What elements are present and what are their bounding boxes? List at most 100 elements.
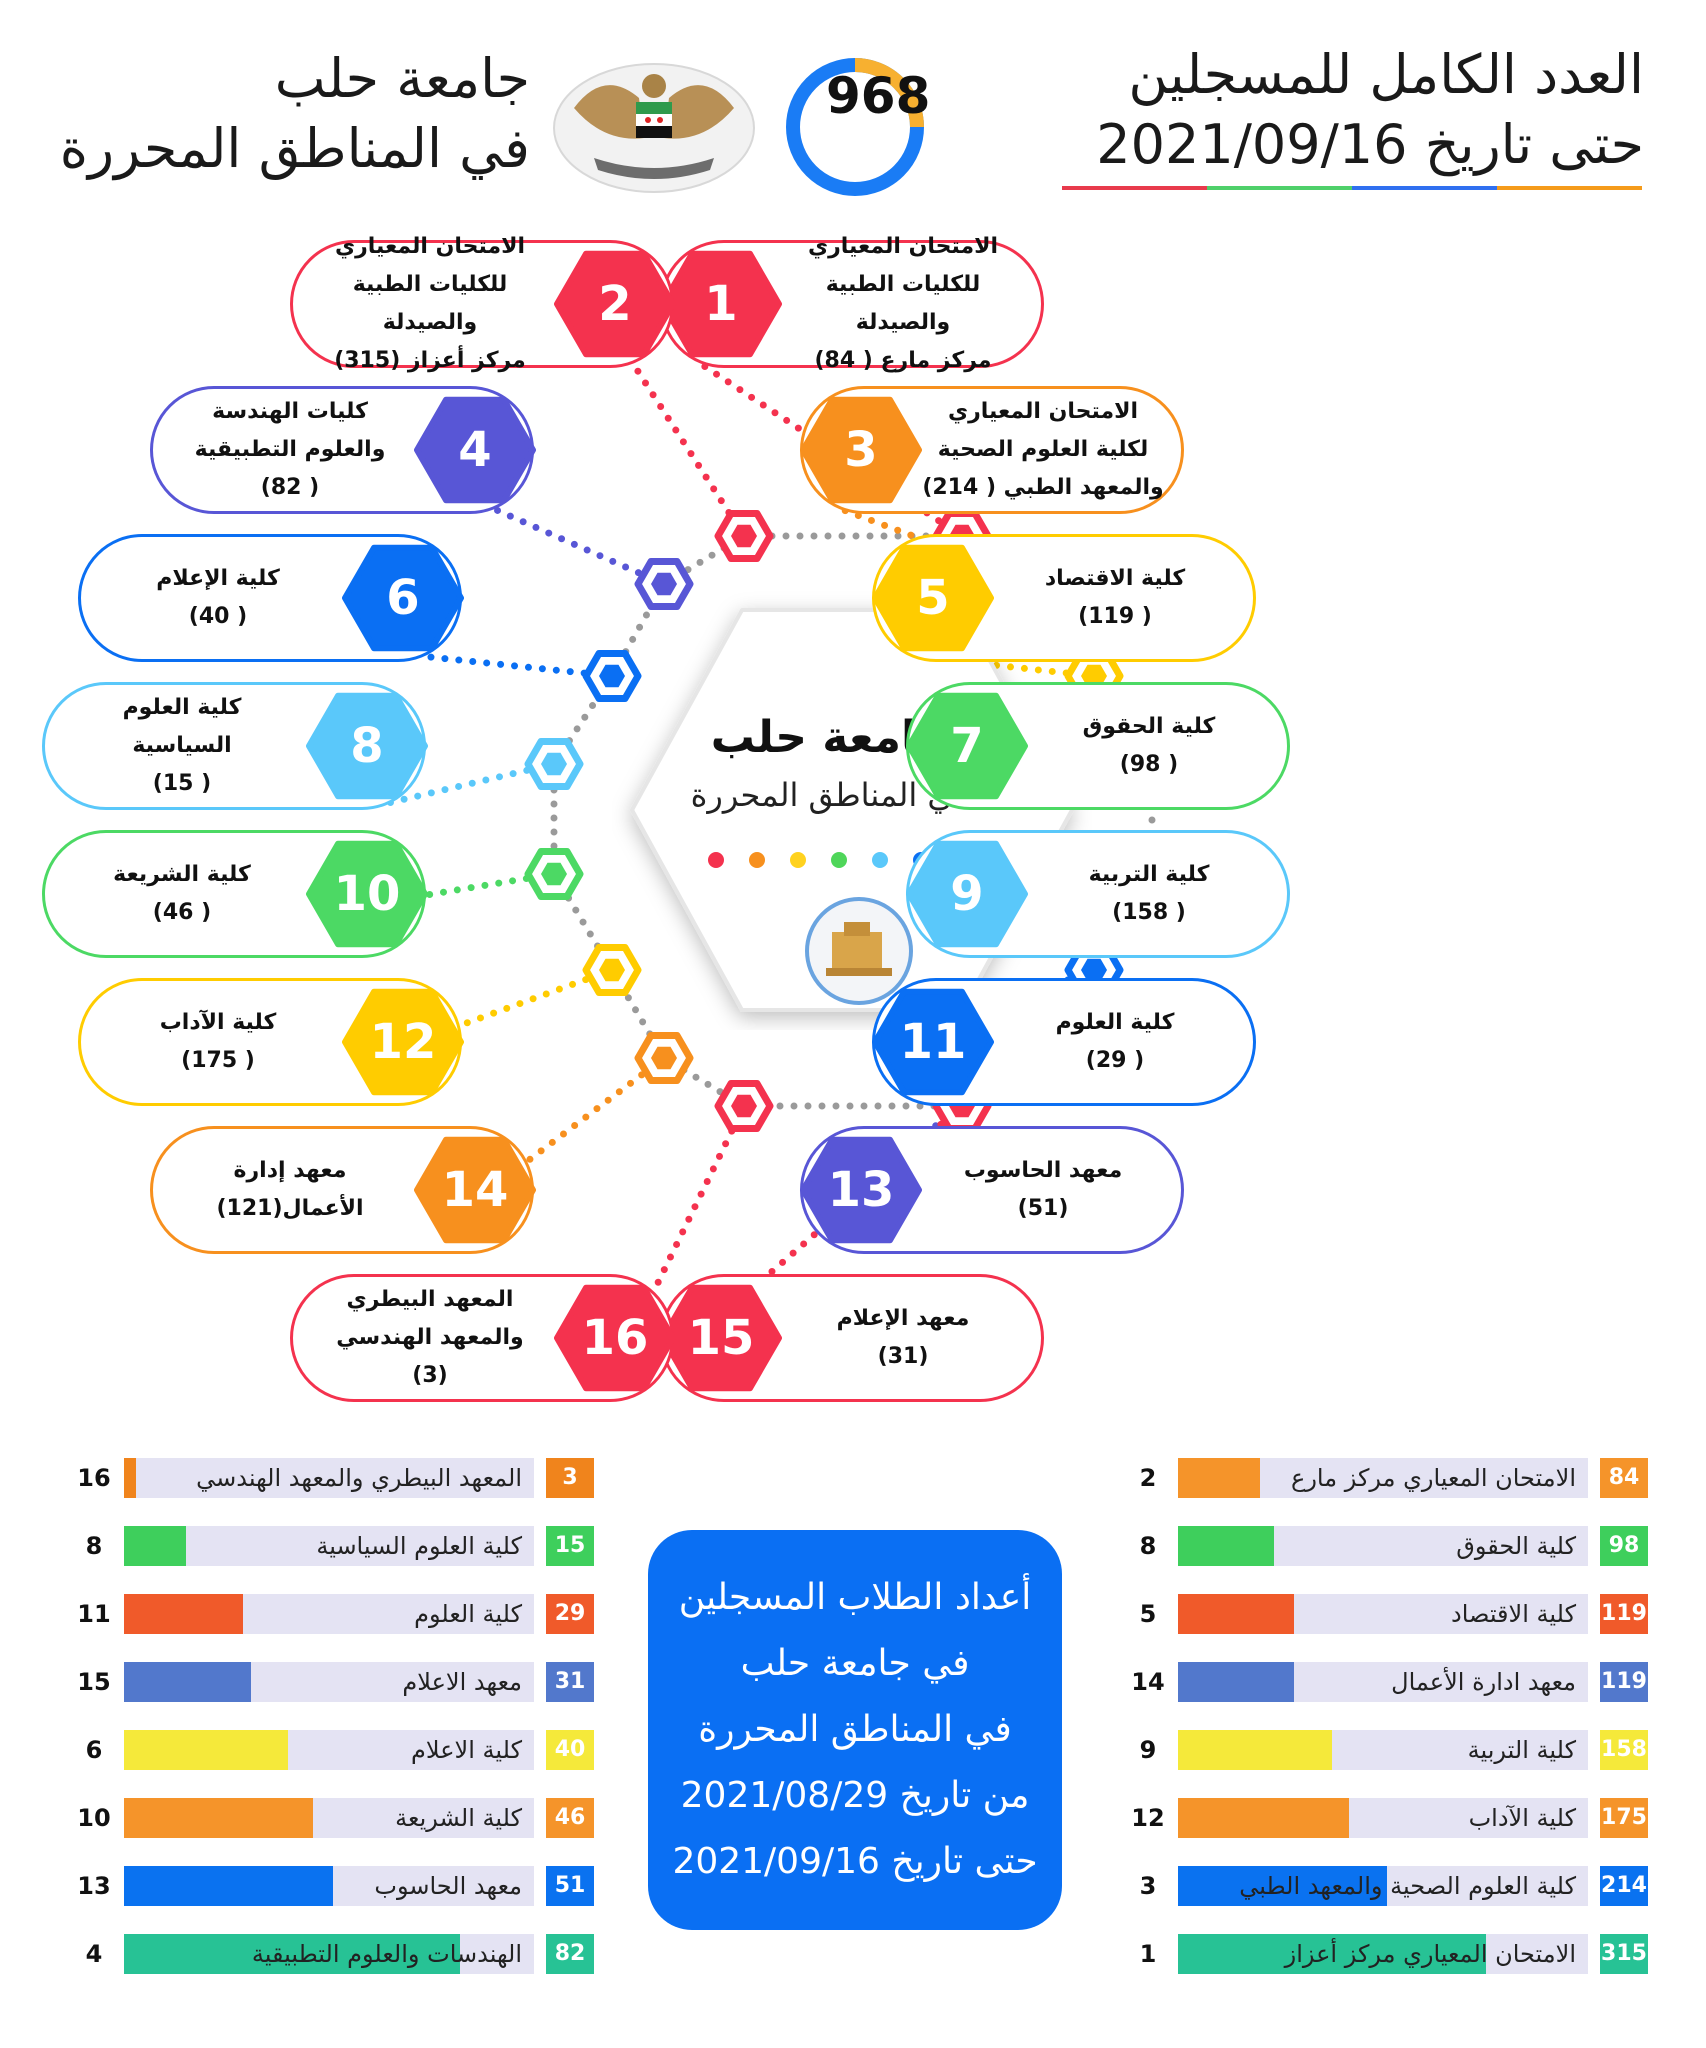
eagle-emblem-icon: [553, 63, 755, 193]
university-name: جامعة حلب في المناطق المحررة: [40, 44, 530, 184]
summary-line4: من تاريخ 2021/08/29: [680, 1775, 1030, 1816]
hexagon-shape: [800, 396, 922, 504]
faculty-number-hexagon: 6: [341, 538, 465, 658]
ring-node-core: [541, 752, 567, 776]
faculty-card-text: كلية الشريعة ( 46): [65, 833, 299, 955]
faculty-card-9: كلية التربية ( 158) 9: [906, 830, 1290, 958]
bar-value: 175: [1600, 1798, 1648, 1838]
center-dot: [708, 852, 724, 868]
faculty-number-hexagon: 5: [871, 538, 995, 658]
faculty-card-text: المعهد البيطري والمعهد الهندسي (3): [313, 1277, 547, 1399]
faculty-number-hexagon: 3: [799, 390, 923, 510]
bar-rank: 13: [77, 1872, 111, 1900]
underline-seg-4: [1497, 186, 1642, 190]
bar-label: كلية الحقوق: [1456, 1532, 1576, 1560]
bar-value: 3: [546, 1458, 594, 1498]
faculty-card-10: كلية الشريعة ( 46) 10: [42, 830, 428, 958]
bar-row: 10 كلية الشريعة 46: [0, 1798, 1706, 1838]
bar-row: 5 كلية الاقتصاد 119: [0, 1594, 1706, 1634]
faculty-card-line: كلية الآداب: [159, 1010, 277, 1035]
bar-label: معهد الحاسوب: [374, 1872, 522, 1900]
summary-line2: في جامعة حلب: [740, 1643, 970, 1684]
faculty-number: 14: [441, 1162, 509, 1218]
faculty-number-hexagon: 14: [413, 1130, 537, 1250]
bar-row: 2 الامتحان المعياري مركز مارع 84: [0, 1458, 1706, 1498]
bar-value: 82: [546, 1934, 594, 1974]
faculty-card-line: كلية الإعلام: [156, 566, 280, 591]
center-dot: [872, 852, 888, 868]
faculty-card-line: ( 175): [181, 1048, 255, 1073]
bar-row: 12 كلية الآداب 175: [0, 1798, 1706, 1838]
hexagon-fill: [306, 840, 428, 948]
bar-label: معهد ادارة الأعمال: [1391, 1668, 1576, 1696]
bar-label: الهندسات والعلوم التطبيقية: [251, 1940, 522, 1968]
bar-rank: 1: [1139, 1940, 1157, 1968]
faculty-card-line: ( 82): [260, 475, 320, 500]
faculty-card-line: معهد الإعلام: [836, 1306, 970, 1331]
university-line2: في المناطق المحررة: [59, 117, 530, 180]
bar-rank: 4: [85, 1940, 103, 1968]
bar-fill: [1178, 1662, 1294, 1702]
faculty-card-1: الامتحان المعياري للكليات الطبية والصيدلة…: [660, 234, 1044, 373]
faculty-card-text: الامتحان المعياري لكلية العلوم الصحية والم…: [921, 389, 1165, 511]
faculty-card-line: ( 98): [1119, 752, 1179, 777]
hexagon-fill: [800, 1136, 922, 1244]
faculty-number: 6: [386, 570, 420, 626]
bar-fill: [1178, 1526, 1274, 1566]
bar-fill: [1178, 1730, 1332, 1770]
bar-row: 8 كلية الحقوق 98: [0, 1526, 1706, 1566]
faculty-number: 10: [333, 866, 401, 922]
ring-node-core: [1081, 664, 1107, 688]
faculty-card-4: كليات الهندسة والعلوم التطبيقية ( 82) 4: [150, 386, 536, 514]
hexagon-shape: [342, 544, 464, 652]
faculty-card-line: المعهد البيطري: [346, 1287, 514, 1312]
bar-value: 40: [546, 1730, 594, 1770]
bar-rank: 15: [77, 1668, 111, 1696]
faculty-card-text: كلية الاقتصاد ( 119): [993, 537, 1237, 659]
faculty-number: 15: [687, 1310, 755, 1366]
bar-value: 119: [1600, 1594, 1648, 1634]
bar-fill: [1178, 1934, 1486, 1974]
bar-label: المعهد البيطري والمعهد الهندسي: [196, 1464, 522, 1492]
underline-seg-2: [1207, 186, 1352, 190]
faculty-number-hexagon: 2: [553, 244, 677, 364]
faculty-card-line: كلية الحقوق: [1082, 714, 1216, 739]
faculty-card-12: كلية الآداب ( 175) 12: [78, 978, 464, 1106]
faculty-card-line: (31): [877, 1344, 929, 1369]
faculty-card-text: كلية العلوم السياسية ( 15): [65, 685, 299, 807]
faculty-number-hexagon: 15: [659, 1278, 783, 1398]
bar-fill: [1178, 1458, 1260, 1498]
faculty-number: 5: [916, 570, 950, 626]
faculty-card-line: الامتحان المعياري: [334, 234, 526, 259]
center-dot: [749, 852, 765, 868]
bar-rank: 14: [1131, 1668, 1165, 1696]
hexagon-fill: [872, 544, 994, 652]
faculty-card-line: ( 40): [188, 604, 248, 629]
faculty-number-hexagon: 16: [553, 1278, 677, 1398]
bar-label: معهد الاعلام: [402, 1668, 522, 1696]
faculty-card-line: لكلية العلوم الصحية: [937, 437, 1149, 462]
bar-row: 3 كلية العلوم الصحية والمعهد الطبي 214: [0, 1866, 1706, 1906]
summary-line5: حتى تاريخ 2021/09/16: [672, 1841, 1038, 1882]
center-dot: [831, 852, 847, 868]
hexagon-shape: [342, 988, 464, 1096]
faculty-card-16: المعهد البيطري والمعهد الهندسي (3) 16: [290, 1274, 677, 1402]
faculty-number-hexagon: 13: [799, 1130, 923, 1250]
faculty-number: 1: [704, 276, 738, 332]
ring-connector: [608, 580, 668, 680]
bar-fill: [124, 1866, 333, 1906]
bar-track: [124, 1526, 534, 1566]
hexagon-fill: [554, 1284, 676, 1392]
faculty-card-line: الأعمال(121): [216, 1196, 364, 1221]
bar-value: 46: [546, 1798, 594, 1838]
bar-value: 98: [1600, 1526, 1648, 1566]
faculty-card-line: والمعهد الطبي ( 214): [922, 475, 1164, 500]
bar-row: 16 المعهد البيطري والمعهد الهندسي 3: [0, 1458, 1706, 1498]
faculty-connector: [380, 760, 558, 808]
bar-fill: [124, 1594, 243, 1634]
faculty-card-line: (51): [1017, 1196, 1069, 1221]
faculty-card-text: كلية الحقوق ( 98): [1027, 685, 1271, 807]
faculty-card-14: معهد إدارة الأعمال(121) 14: [150, 1126, 537, 1254]
faculty-card-text: معهد الإعلام (31): [781, 1277, 1025, 1399]
faculty-number: 2: [598, 276, 632, 332]
